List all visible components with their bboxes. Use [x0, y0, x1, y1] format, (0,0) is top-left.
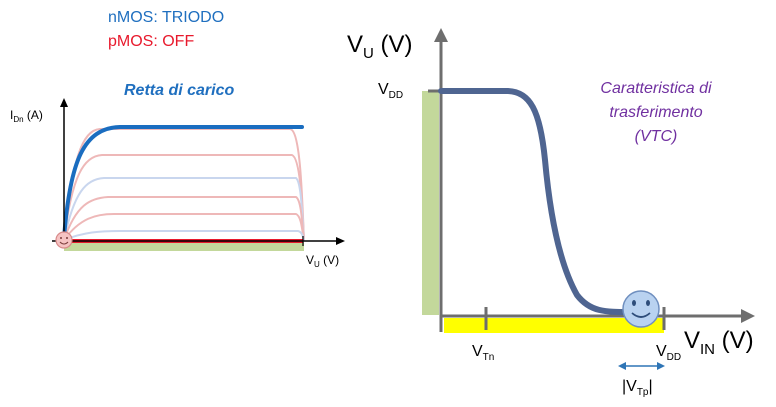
- vtn-label: VTn: [472, 343, 494, 363]
- operating-point-smiley: [622, 290, 660, 328]
- vtc-curve: [438, 88, 633, 315]
- left-y-axis-label: IDn (A): [10, 108, 43, 124]
- vtc-note-line2: trasferimento: [609, 104, 702, 121]
- right-x-arrow: [741, 309, 755, 323]
- green-band-right: [422, 91, 439, 315]
- right-x-axis-label: VIN (V): [684, 327, 754, 358]
- vtc-note-line1: Caratteristica di: [600, 80, 712, 97]
- green-band-left: [64, 242, 304, 251]
- faint-curve: [63, 196, 305, 242]
- faint-curve: [63, 128, 305, 242]
- right-y-arrow: [434, 28, 448, 42]
- vdd-y-label: VDD: [378, 81, 403, 101]
- right-y-axis-label: VU (V): [347, 31, 413, 62]
- vtp-label: |VTp|: [622, 378, 653, 398]
- vtc-plot: VU (V) VIN (V) VDD VTn VDD |VTp| Caratte…: [347, 28, 755, 398]
- pmos-state-label: pMOS: OFF: [108, 33, 194, 50]
- vtp-range-arrow: [618, 362, 665, 370]
- operating-point-smiley-small: [55, 231, 73, 249]
- vdd-x-label: VDD: [656, 343, 681, 363]
- load-line-title: Retta di carico: [124, 82, 234, 99]
- nmos-operating-curve: [62, 125, 304, 240]
- yellow-band: [444, 318, 664, 333]
- vtc-note-line3: (VTC): [635, 128, 678, 145]
- left-x-axis-label: VU (V): [306, 253, 339, 269]
- load-line-plot: Retta di carico IDn (A) VU (V): [10, 82, 345, 269]
- left-x-arrow: [336, 237, 345, 245]
- nmos-state-label: nMOS: TRIODO: [108, 9, 224, 26]
- left-y-arrow: [60, 98, 68, 107]
- faint-curve: [63, 213, 305, 242]
- faint-curve: [63, 177, 305, 242]
